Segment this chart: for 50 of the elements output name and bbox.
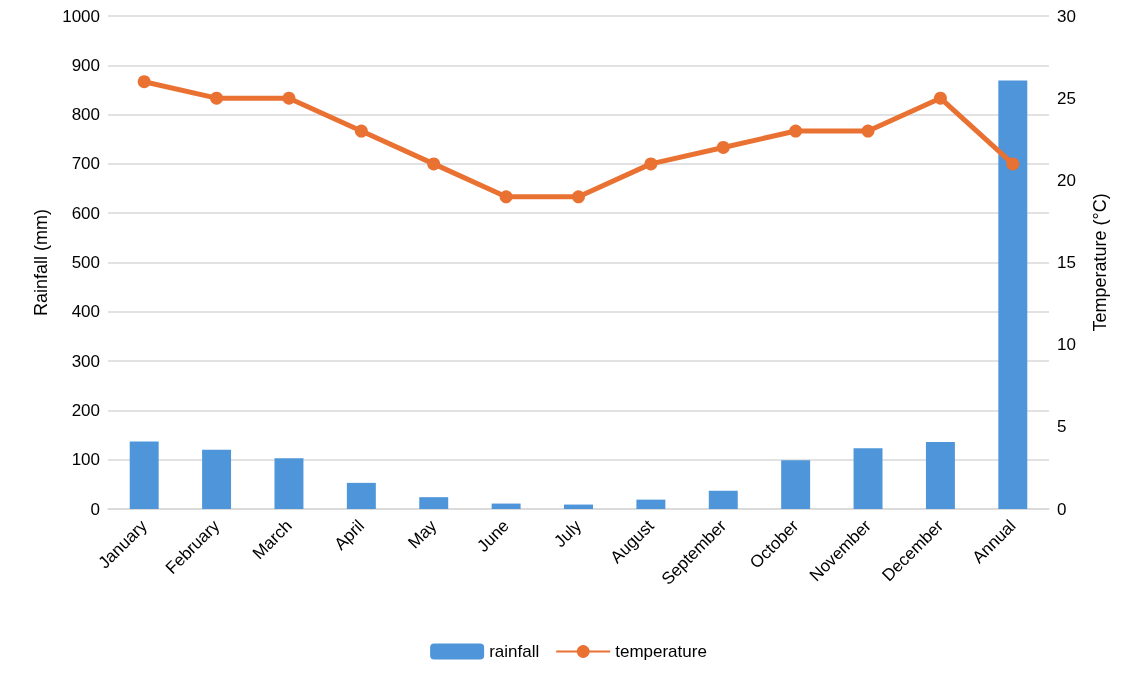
y-tick-label: 0	[90, 499, 100, 519]
bar	[129, 441, 159, 509]
y2-tick-label: 5	[1057, 417, 1067, 437]
point	[861, 124, 875, 138]
point	[137, 75, 151, 89]
bar	[202, 449, 232, 509]
y-tick-label: 800	[71, 105, 100, 125]
y2-tick-label: 20	[1057, 170, 1076, 190]
point	[282, 91, 296, 105]
y-tick-label: 500	[71, 253, 100, 272]
point	[499, 190, 513, 204]
bar	[998, 80, 1028, 509]
y2-axis-title: Temperature (°C)	[1090, 193, 1110, 332]
x-tick-label: July	[550, 515, 586, 552]
y-tick-label: 400	[71, 302, 100, 322]
point	[1006, 157, 1020, 171]
bar	[925, 441, 955, 509]
x-tick-label: May	[404, 515, 441, 553]
point	[354, 124, 368, 138]
point	[644, 157, 658, 171]
point	[789, 124, 803, 138]
point	[716, 140, 730, 154]
y-tick-label: 100	[71, 450, 100, 470]
bar	[853, 448, 883, 509]
bar	[419, 497, 449, 509]
y2-tick-label: 25	[1057, 88, 1076, 108]
bar	[274, 458, 304, 509]
y-tick-label: 1000	[62, 6, 100, 26]
bar	[491, 503, 521, 509]
y-tick-label: 200	[71, 400, 100, 420]
bar	[636, 499, 666, 509]
y-tick-label: 900	[71, 55, 100, 75]
y-tick-label: 600	[71, 203, 100, 223]
y2-tick-label: 15	[1057, 253, 1076, 272]
point	[210, 91, 224, 105]
y-tick-label: 300	[71, 351, 100, 371]
point	[933, 91, 947, 105]
point	[572, 190, 585, 204]
y-axis-title: Rainfall (mm)	[31, 208, 51, 317]
bar	[781, 460, 811, 509]
legend-label: temperature	[615, 642, 707, 661]
y2-tick-label: 0	[1057, 499, 1067, 519]
point	[427, 157, 441, 171]
legend-label: rainfall	[489, 642, 540, 661]
y-tick-label: 700	[71, 154, 100, 174]
bar	[346, 482, 376, 509]
bar	[708, 490, 738, 509]
y2-tick-label: 10	[1057, 335, 1076, 355]
y2-tick-label: 30	[1057, 6, 1076, 26]
bar	[564, 504, 593, 509]
